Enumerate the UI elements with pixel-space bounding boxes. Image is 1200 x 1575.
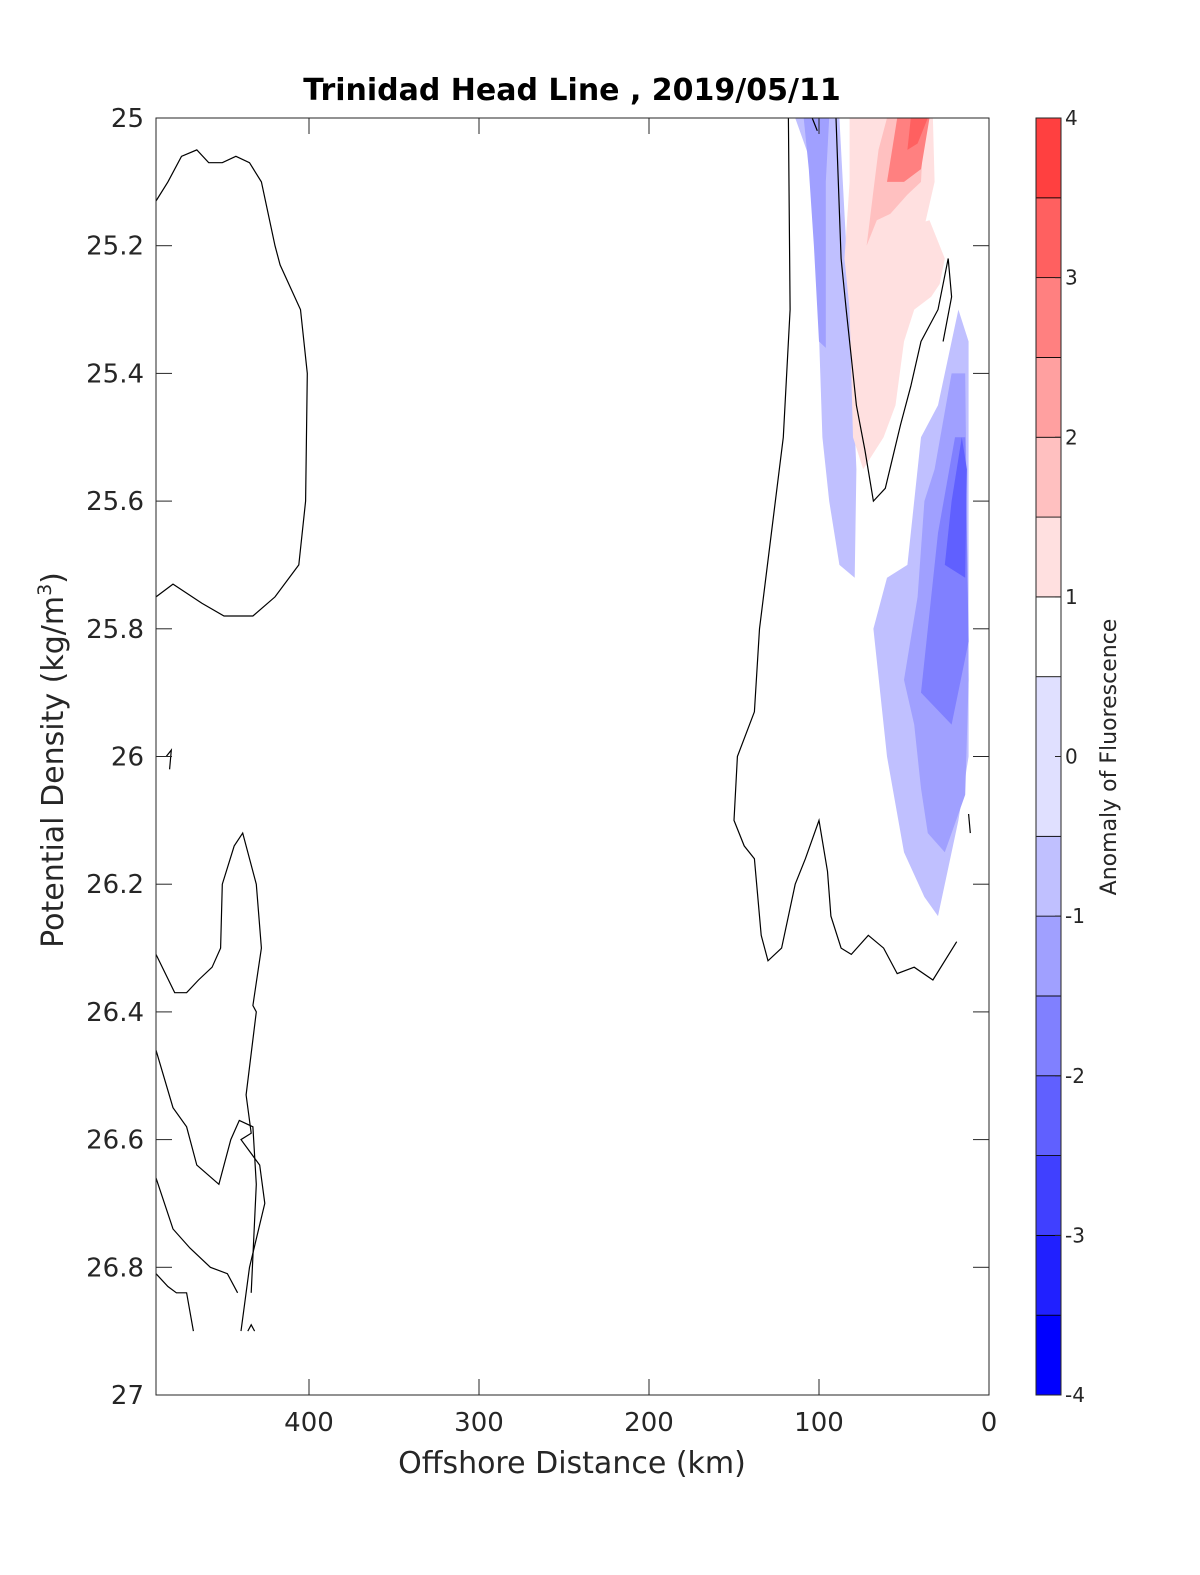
colorbar-band: [1035, 117, 1062, 199]
anomaly-region-6: [907, 118, 928, 150]
x-axis-label: Offshore Distance (km): [398, 1446, 746, 1481]
y-tick-label: 26.6: [86, 1126, 144, 1156]
anomaly-region-1: [795, 118, 857, 578]
y-axis-label-main: Potential Density (kg/m: [36, 596, 71, 948]
colorbar-band: [1035, 1234, 1062, 1316]
x-tick-label: 100: [794, 1408, 844, 1438]
colorbar-label: Anomaly of Fluorescence: [1097, 619, 1122, 896]
colorbar-band: [1035, 1155, 1062, 1236]
zero-contour-line-4: [155, 1177, 239, 1294]
anomaly-region-2: [803, 118, 830, 348]
plot-area: 400 300 200 100 0 25 25.2 25.4 25.6 25.8 26 26.2 26.…: [86, 104, 997, 1438]
colorbar-tick-label: -4: [1065, 1383, 1085, 1407]
y-tick-label: 26.2: [86, 870, 144, 900]
zero-contour-line-6: [247, 1323, 256, 1332]
y-tick-label: 25.6: [86, 487, 144, 517]
zero-contour-line-5: [155, 1273, 194, 1332]
y-axis-label: Potential Density (kg/m3): [34, 572, 71, 948]
y-tick-label: 26: [111, 743, 144, 773]
colorbar-band: [1035, 1314, 1062, 1396]
colorbar-band: [1035, 835, 1062, 917]
anomaly-region-10: [944, 437, 967, 578]
chart-title: Trinidad Head Line , 2019/05/11: [303, 73, 840, 108]
x-tick-label: 300: [454, 1408, 504, 1438]
colorbar-band: [1035, 915, 1062, 997]
zero-contour-line-9: [835, 117, 953, 503]
colorbar-tick-label: 0: [1065, 745, 1078, 769]
colorbar-band: [1035, 197, 1062, 279]
zero-contour-line-10: [968, 813, 971, 834]
zero-contour-line-1: [165, 748, 173, 770]
zero-contour-line-7: [733, 117, 958, 981]
colorbar-band: [1035, 277, 1062, 358]
y-tick-label: 26.4: [86, 998, 144, 1028]
colorbar-tick-label: 2: [1065, 425, 1078, 449]
colorbar-band: [1035, 436, 1062, 518]
colorbar-tick-label: 4: [1065, 106, 1078, 130]
colorbar-band: [1035, 1075, 1062, 1156]
colorbar-band: [1035, 357, 1062, 438]
y-tick-label: 27: [111, 1381, 144, 1411]
y-tick-label: 25.8: [86, 615, 144, 645]
colorbar-band: [1035, 596, 1062, 678]
zero-contour-line-0: [155, 149, 308, 617]
colorbar-tick-label: -1: [1065, 904, 1085, 928]
y-tick-label: 25.2: [86, 232, 144, 262]
colorbar-tick-label: -3: [1065, 1223, 1085, 1247]
zero-contour-line-2: [155, 831, 266, 1332]
y-axis-label-close: ): [36, 572, 71, 584]
x-tick-label: 400: [284, 1408, 334, 1438]
colorbar-tick-label: 1: [1065, 585, 1078, 609]
y-tick-label: 25.4: [86, 359, 144, 389]
x-tick-label: 200: [624, 1408, 674, 1438]
zero-contour-line-3: [155, 1050, 257, 1293]
colorbar-band: [1035, 516, 1062, 598]
zero-contour-line-8: [811, 117, 818, 132]
x-tick-label: 0: [981, 1408, 998, 1438]
colorbar-tick-label: 3: [1065, 266, 1078, 290]
anomaly-region-0: [759, 118, 772, 157]
anomaly-region-3: [844, 118, 945, 470]
colorbar-band: [1035, 995, 1062, 1077]
colorbar: 4 3 2 1 0 -1 -2 -3 -4: [1035, 106, 1085, 1407]
y-tick-label: 26.8: [86, 1253, 144, 1283]
colorbar-tick-label: -2: [1065, 1064, 1085, 1088]
y-tick-label: 25: [111, 104, 144, 134]
y-axis-label-superscript: 3: [34, 584, 56, 596]
